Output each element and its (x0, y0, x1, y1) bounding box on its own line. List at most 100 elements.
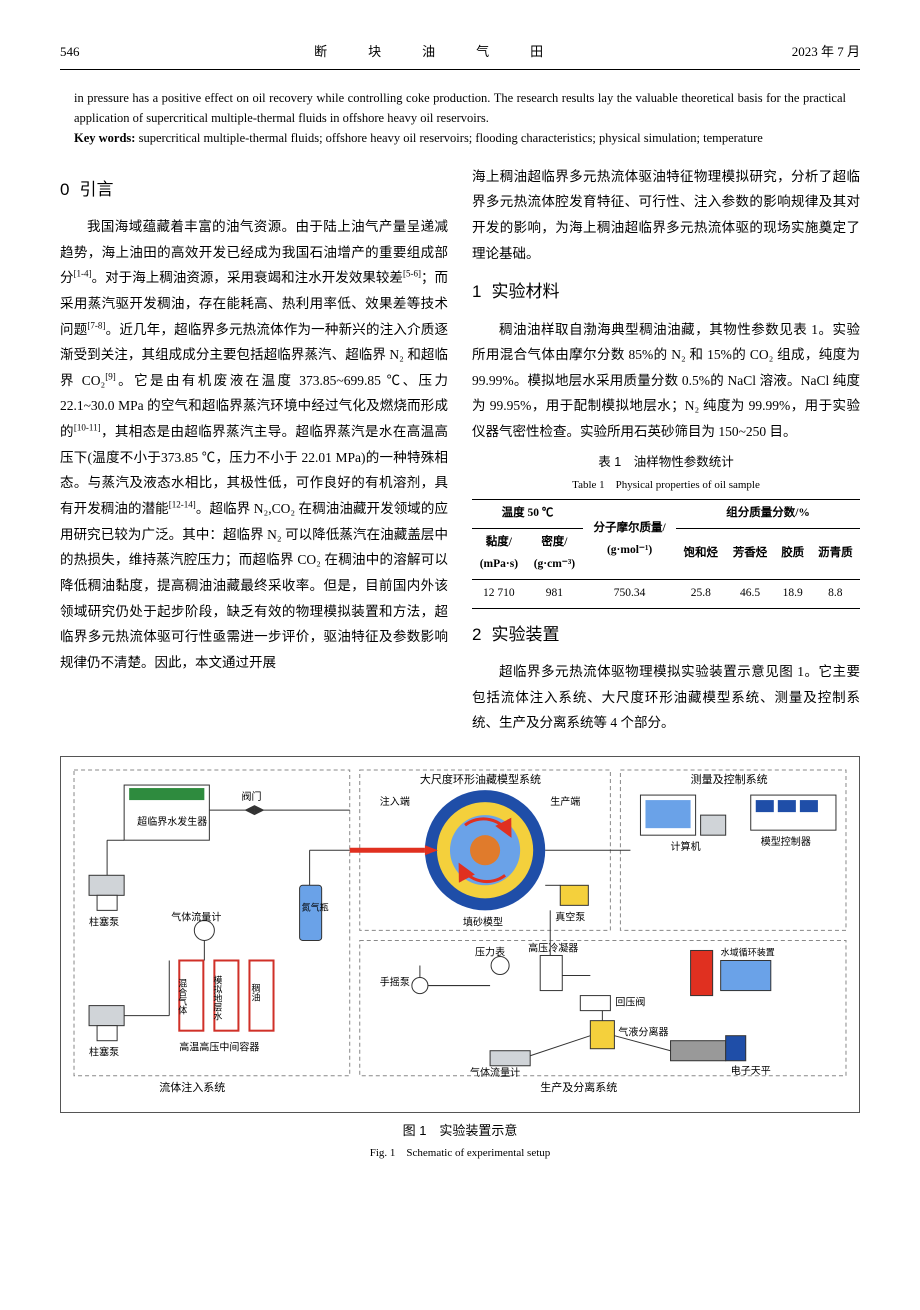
text-run: 。超临界 N₂,CO₂ 在稠油油藏开发领域的应用研究已较为广泛。其中：超临界 N… (60, 501, 448, 670)
body-columns: 0 引言 我国海域蕴藏着丰富的油气资源。由于陆上油气产量呈递减趋势，海上油田的高效… (60, 164, 860, 736)
label-controller: 模型控制器 (761, 835, 811, 848)
water-loop-icon (691, 950, 713, 995)
balance-icon (671, 1041, 726, 1061)
label-model-system: 大尺度环形油藏模型系统 (420, 772, 541, 786)
gl-separator-icon (590, 1021, 614, 1049)
figure1-caption-cn: 图 1 实验装置示意 (60, 1119, 860, 1144)
citation: [5-6] (403, 269, 421, 279)
label-backpressure-valve: 回压阀 (615, 996, 645, 1009)
label-piston-pump1: 柱塞泵 (89, 915, 119, 928)
apparatus-paragraph: 超临界多元热流体驱物理模拟实验装置示意见图 1。它主要包括流体注入系统、大尺度环… (472, 659, 860, 736)
th-viscosity: 黏度/ (mPa·s) (472, 529, 526, 580)
label-computer: 计算机 (671, 840, 701, 853)
materials-paragraph: 稠油油样取自渤海典型稠油油藏，其物性参数见表 1。实验所用混合气体由摩尔分数 8… (472, 317, 860, 445)
piston-pump2-base-icon (97, 1026, 117, 1041)
label-water-loop: 水域循环装置 (721, 946, 775, 957)
td-resins: 18.9 (775, 579, 811, 608)
label-piston-pump2: 柱塞泵 (89, 1046, 119, 1059)
english-abstract: in pressure has a positive effect on oil… (60, 88, 860, 148)
label-sand-model: 填砂模型 (463, 915, 503, 928)
issue-date: 2023 年 7 月 (792, 40, 860, 65)
td-viscosity: 12 710 (472, 579, 526, 608)
vacuum-pump-icon (560, 885, 588, 905)
section-1-num: 1 (472, 282, 481, 301)
td-aromatics: 46.5 (725, 579, 774, 608)
computer-tower-icon (701, 815, 726, 835)
th-molar: 分子摩尔质量/ (g·mol⁻¹) (583, 500, 676, 580)
piston-pump2-icon (89, 1006, 124, 1026)
label-hp-vessel: 高温高压中间容器 (179, 1041, 259, 1054)
backpressure-valve-icon (580, 996, 610, 1011)
text-run: (mPa·s) (480, 558, 518, 570)
controller-led-icon (756, 800, 774, 812)
table1-caption-en: Table 1 Physical properties of oil sampl… (472, 475, 860, 496)
pressure-gauge-icon (491, 956, 509, 974)
label-balance: 电子天平 (731, 1064, 771, 1077)
td-density: 981 (526, 579, 583, 608)
section-0-num: 0 (60, 180, 69, 199)
citation: [9] (105, 371, 116, 381)
section-2-num: 2 (472, 625, 481, 644)
table1-caption-cn: 表 1 油样物性参数统计 (472, 451, 860, 475)
label-simwater: 模拟地层水 (212, 975, 222, 1020)
label-inject-system: 流体注入系统 (159, 1080, 225, 1094)
td-molar: 750.34 (583, 579, 676, 608)
th-aromatics: 芳香烃 (725, 529, 774, 580)
th-saturates: 饱和烃 (676, 529, 725, 580)
controller-led-icon (800, 800, 818, 812)
frame-measure-system (620, 770, 846, 930)
label-prod-port: 生产端 (550, 795, 580, 808)
piston-pump1-base-icon (97, 895, 117, 910)
balance-display-icon (726, 1036, 746, 1061)
text-run: (g·mol⁻¹) (607, 544, 652, 556)
label-inject-port: 注入端 (380, 795, 410, 808)
left-column: 0 引言 我国海域蕴藏着丰富的油气资源。由于陆上油气产量呈递减趋势，海上油田的高效… (60, 164, 448, 736)
label-pressure-gauge: 压力表 (475, 945, 505, 958)
section-1-title: 实验材料 (491, 282, 559, 301)
citation: [1-4] (74, 269, 92, 279)
hp-condenser-icon (540, 955, 562, 990)
td-asphaltenes: 8.8 (811, 579, 860, 608)
th-density: 密度/ (g·cm⁻³) (526, 529, 583, 580)
td-saturates: 25.8 (676, 579, 725, 608)
intro-continuation: 海上稠油超临界多元热流体驱油特征物理模拟研究，分析了超临界多元热流体腔发育特征、… (472, 164, 860, 267)
running-header: 546 断 块 油 气 田 2023 年 7 月 (60, 40, 860, 70)
label-valve: 阀门 (241, 790, 261, 803)
piston-pump1-icon (89, 875, 124, 895)
keywords-text: supercritical multiple-thermal fluids; o… (135, 131, 762, 145)
text-run: (g·cm⁻³) (534, 558, 575, 570)
figure1-caption-en: Fig. 1 Schematic of experimental setup (60, 1143, 860, 1164)
label-n2-cylinder: 氮气瓶 (302, 901, 329, 912)
label-gl-separator: 气液分离器 (618, 1026, 668, 1039)
journal-name: 断 块 油 气 田 (314, 40, 557, 65)
label-vacuum-pump: 真空泵 (555, 910, 585, 923)
th-temp-group: 温度 50 ℃ (472, 500, 583, 529)
section-0-heading: 0 引言 (60, 174, 448, 206)
table1: 温度 50 ℃ 分子摩尔质量/ (g·mol⁻¹) 组分质量分数/% 黏度/ (… (472, 499, 860, 608)
page-number: 546 (60, 40, 80, 65)
text-run: 。对于海上稠油资源，采用衰竭和注水开发效果较差 (92, 270, 403, 285)
section-2-title: 实验装置 (491, 625, 559, 644)
scw-generator-panel-icon (129, 788, 204, 800)
hand-pump-icon (412, 978, 428, 994)
text-run: 黏度/ (486, 536, 512, 548)
label-gas-flowmeter2: 气体流量计 (470, 1066, 520, 1079)
label-crude: 稠油 (250, 983, 260, 1002)
label-gas-flowmeter: 气体流量计 (171, 910, 221, 923)
th-asphaltenes: 沥青质 (811, 529, 860, 580)
label-mixgas: 混合气体 (177, 978, 187, 1015)
section-1-heading: 1 实验材料 (472, 276, 860, 308)
n2-cylinder-icon (300, 885, 322, 940)
citation: [10-11] (74, 423, 101, 433)
intro-paragraph: 我国海域蕴藏着丰富的油气资源。由于陆上油气产量呈递减趋势，海上油田的高效开发已经… (60, 214, 448, 676)
text-run: 密度/ (541, 536, 567, 548)
right-column: 海上稠油超临界多元热流体驱油特征物理模拟研究，分析了超临界多元热流体腔发育特征、… (472, 164, 860, 736)
pipe-icon (530, 1036, 590, 1056)
th-resins: 胶质 (775, 529, 811, 580)
citation: [7-8] (87, 320, 105, 330)
label-scw-generator: 超临界水发生器 (137, 815, 207, 828)
section-0-title: 引言 (79, 180, 113, 199)
section-2-heading: 2 实验装置 (472, 619, 860, 651)
label-produce-system: 生产及分离系统 (540, 1080, 617, 1094)
label-measure-system: 测量及控制系统 (691, 772, 768, 786)
